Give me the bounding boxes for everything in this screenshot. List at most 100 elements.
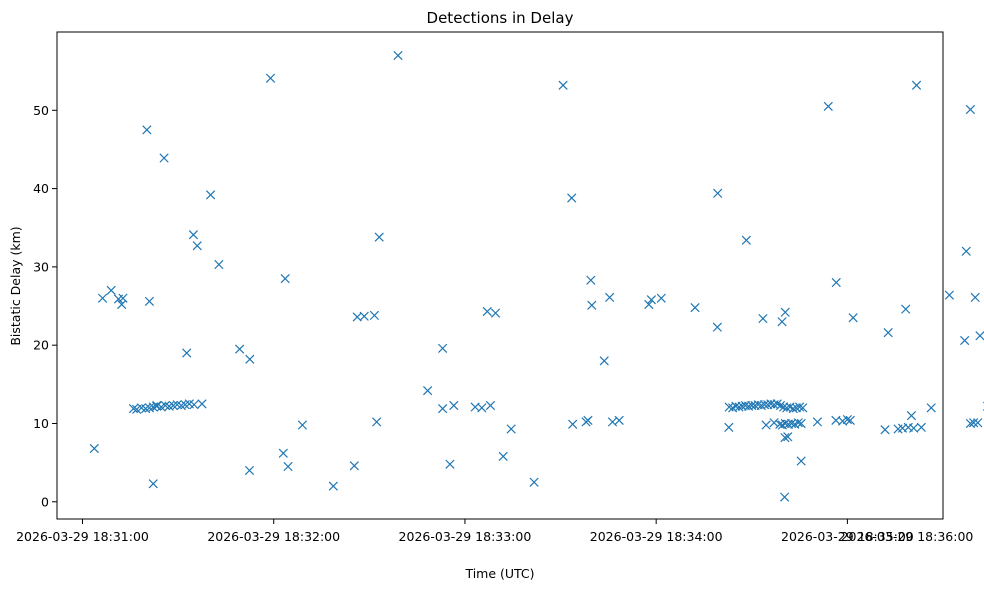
data-point (777, 317, 787, 327)
data-point (960, 335, 970, 346)
x-tick-label: 2026-03-29 18:35:00 (781, 529, 914, 544)
data-point (812, 417, 823, 427)
data-point (975, 331, 984, 341)
data-point (449, 400, 459, 411)
data-point (148, 479, 158, 489)
y-tick-label: 30 (33, 259, 49, 274)
x-tick-label: 2026-03-29 18:32:00 (207, 529, 340, 544)
data-point (265, 73, 276, 83)
data-point (741, 235, 751, 245)
data-point (796, 418, 806, 429)
data-point (159, 153, 169, 163)
data-point (214, 259, 224, 270)
data-point (438, 403, 448, 414)
data-point (423, 385, 433, 396)
x-tick-label: 2026-03-29 18:31:00 (16, 529, 149, 544)
chart-title: Detections in Delay (427, 9, 574, 27)
data-point (140, 403, 151, 414)
data-point (188, 230, 199, 240)
data-point (189, 400, 199, 410)
data-point (644, 299, 654, 310)
data-point (944, 290, 954, 300)
data-point (106, 285, 116, 296)
data-point (780, 432, 790, 443)
data-point (349, 461, 359, 471)
data-point (297, 420, 308, 430)
data-point (586, 275, 596, 285)
data-point (583, 415, 593, 425)
data-point (568, 419, 578, 429)
data-point (445, 459, 455, 469)
data-point (152, 400, 162, 411)
data-point (567, 193, 577, 203)
data-point (713, 188, 723, 198)
data-point (160, 400, 170, 411)
data-point (529, 477, 539, 487)
data-point (712, 322, 722, 332)
data-point (89, 443, 99, 454)
data-point (393, 50, 403, 61)
y-tick-label: 0 (41, 494, 49, 509)
data-point (724, 422, 734, 433)
axis-ticks: 2026-03-29 18:31:00 2026-03-29 18:32:00 20… (16, 103, 974, 544)
data-point (485, 400, 496, 411)
data-point (646, 295, 657, 305)
y-tick-label: 40 (33, 181, 49, 196)
x-tick-label: 2026-03-29 18:36:00 (841, 529, 974, 544)
data-point (605, 292, 615, 303)
data-point (118, 293, 128, 303)
data-point (234, 344, 245, 354)
data-point (599, 356, 609, 366)
data-point (783, 432, 793, 442)
data-point (477, 403, 487, 413)
data-point (780, 307, 790, 317)
data-point (965, 418, 976, 429)
data-point (197, 399, 207, 409)
data-point (970, 292, 980, 303)
x-axis-label: Time (UTC) (464, 566, 534, 581)
data-point (192, 241, 202, 251)
data-point (168, 400, 178, 411)
data-point (245, 354, 255, 364)
data-point (880, 425, 890, 435)
data-point (769, 418, 779, 428)
data-point (831, 277, 841, 288)
data-point (916, 422, 926, 433)
data-point (794, 402, 805, 412)
y-tick-label: 10 (33, 416, 49, 431)
data-point (558, 80, 568, 90)
data-point (961, 246, 971, 256)
data-point (176, 400, 186, 411)
data-point (359, 311, 369, 321)
data-point (97, 293, 108, 303)
data-point (690, 302, 700, 313)
data-point (845, 415, 855, 425)
data-point (283, 461, 293, 472)
data-point (656, 293, 666, 303)
data-point (842, 414, 853, 425)
data-point (278, 448, 288, 458)
data-point (823, 101, 833, 112)
data-point (482, 306, 492, 317)
data-point (372, 417, 382, 427)
data-point (883, 328, 893, 338)
data-point (205, 190, 216, 200)
data-point (848, 313, 858, 323)
plot-area-frame (56, 31, 944, 520)
data-point (973, 418, 983, 428)
y-axis-label: Bistatic Delay (km) (8, 226, 23, 345)
data-point (968, 418, 979, 428)
data-point (779, 492, 790, 502)
y-tick-label: 20 (33, 338, 49, 353)
data-point (909, 423, 919, 433)
data-point (793, 418, 803, 428)
data-point (128, 403, 139, 414)
data-point (182, 348, 192, 358)
data-point (901, 304, 911, 314)
data-point (798, 403, 808, 413)
data-point (374, 232, 384, 242)
data-point (438, 343, 448, 353)
data-point (911, 80, 922, 90)
